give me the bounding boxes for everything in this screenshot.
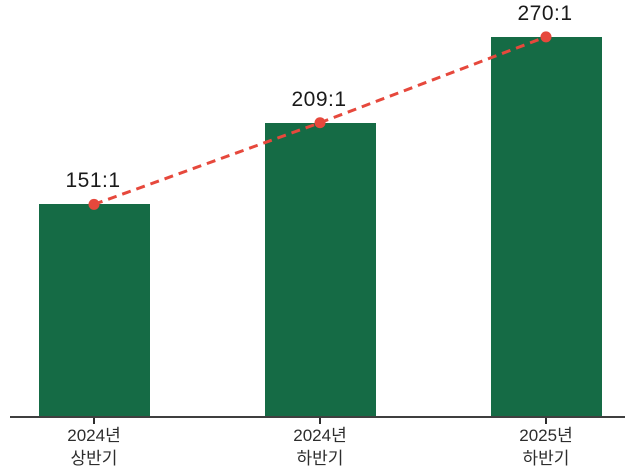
category-label-line1: 2024년 bbox=[67, 426, 121, 445]
category-label-line2: 하반기 bbox=[522, 449, 570, 468]
bar-value-label: 270:1 bbox=[517, 1, 573, 25]
category-label-line1: 2024년 bbox=[293, 426, 347, 445]
category-label: 2024년 상반기 bbox=[67, 424, 120, 470]
category-label-line1: 2025년 bbox=[519, 426, 573, 445]
category-label-line2: 하반기 bbox=[296, 449, 344, 468]
x-axis-tick bbox=[319, 418, 321, 424]
bar-value-label: 151:1 bbox=[65, 169, 121, 193]
x-axis-line bbox=[10, 416, 625, 418]
x-axis-tick bbox=[545, 418, 547, 424]
x-axis-tick bbox=[93, 418, 95, 424]
bar bbox=[38, 204, 150, 417]
bar-value-label: 209:1 bbox=[291, 87, 347, 111]
category-label-line2: 상반기 bbox=[70, 449, 118, 468]
bar bbox=[490, 36, 602, 417]
bar bbox=[264, 122, 376, 417]
category-label: 2025년 하반기 bbox=[519, 424, 572, 470]
category-label: 2024년 하반기 bbox=[293, 424, 346, 470]
